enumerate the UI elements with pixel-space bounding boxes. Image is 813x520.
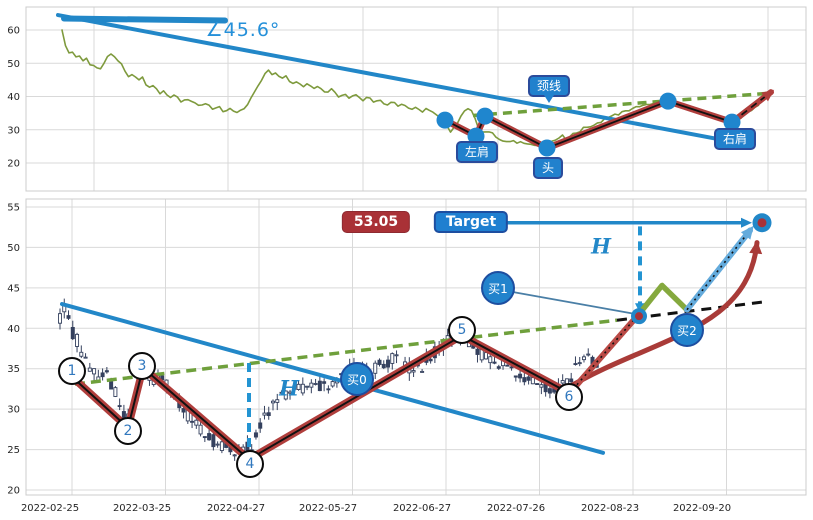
head-label: 头 bbox=[532, 157, 564, 179]
wave-point-2: 2 bbox=[114, 417, 142, 445]
svg-text:40: 40 bbox=[7, 92, 20, 103]
svg-text:35: 35 bbox=[7, 364, 20, 375]
right-shoulder-label: 右肩 bbox=[713, 128, 757, 150]
svg-text:2022-07-26: 2022-07-26 bbox=[487, 503, 545, 514]
svg-text:60: 60 bbox=[7, 26, 20, 37]
wave-point-3: 3 bbox=[128, 352, 156, 380]
svg-text:2022-02-25: 2022-02-25 bbox=[21, 503, 79, 514]
wave-point-1: 1 bbox=[58, 357, 86, 385]
wave-point-6: 6 bbox=[555, 383, 583, 411]
svg-text:2022-04-27: 2022-04-27 bbox=[207, 503, 265, 514]
svg-text:20: 20 bbox=[7, 159, 20, 170]
bottom-panel bbox=[58, 213, 772, 464]
height-label-2: H bbox=[591, 233, 611, 259]
svg-text:30: 30 bbox=[7, 125, 20, 136]
height-label-1: H bbox=[279, 375, 299, 401]
wave-point-5: 5 bbox=[448, 316, 476, 344]
svg-text:2022-05-27: 2022-05-27 bbox=[299, 503, 357, 514]
neckline-label: 颈线 bbox=[527, 75, 571, 103]
angle-annotation: ∠45.6° bbox=[205, 19, 281, 41]
svg-text:50: 50 bbox=[7, 243, 20, 254]
svg-text:2022-08-23: 2022-08-23 bbox=[581, 503, 639, 514]
svg-text:2022-09-20: 2022-09-20 bbox=[673, 503, 731, 514]
target-badge: Target bbox=[433, 211, 509, 233]
neckline-pointer bbox=[543, 95, 554, 108]
svg-text:45: 45 bbox=[7, 283, 20, 294]
buy1-marker: 买1 bbox=[481, 271, 515, 305]
buy0-marker: 买0 bbox=[340, 362, 374, 396]
top-panel bbox=[56, 13, 775, 157]
svg-text:20: 20 bbox=[7, 485, 20, 496]
svg-text:2022-03-25: 2022-03-25 bbox=[113, 503, 171, 514]
neckline-label-text: 颈线 bbox=[536, 79, 562, 93]
target-price-badge: 53.05 bbox=[341, 211, 411, 233]
svg-text:30: 30 bbox=[7, 405, 20, 416]
svg-text:2022-06-27: 2022-06-27 bbox=[393, 503, 451, 514]
svg-text:40: 40 bbox=[7, 324, 20, 335]
left-shoulder-label: 左肩 bbox=[455, 141, 499, 163]
svg-text:50: 50 bbox=[7, 59, 20, 70]
svg-text:25: 25 bbox=[7, 445, 20, 456]
wave-point-4: 4 bbox=[236, 450, 264, 478]
svg-text:55: 55 bbox=[7, 203, 20, 214]
buy2-marker: 买2 bbox=[670, 313, 704, 347]
